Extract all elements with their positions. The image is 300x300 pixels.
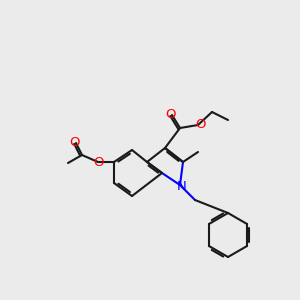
Text: O: O xyxy=(94,155,104,169)
Text: N: N xyxy=(177,181,187,194)
Text: O: O xyxy=(165,107,175,121)
Text: O: O xyxy=(69,136,79,148)
Text: O: O xyxy=(195,118,205,130)
